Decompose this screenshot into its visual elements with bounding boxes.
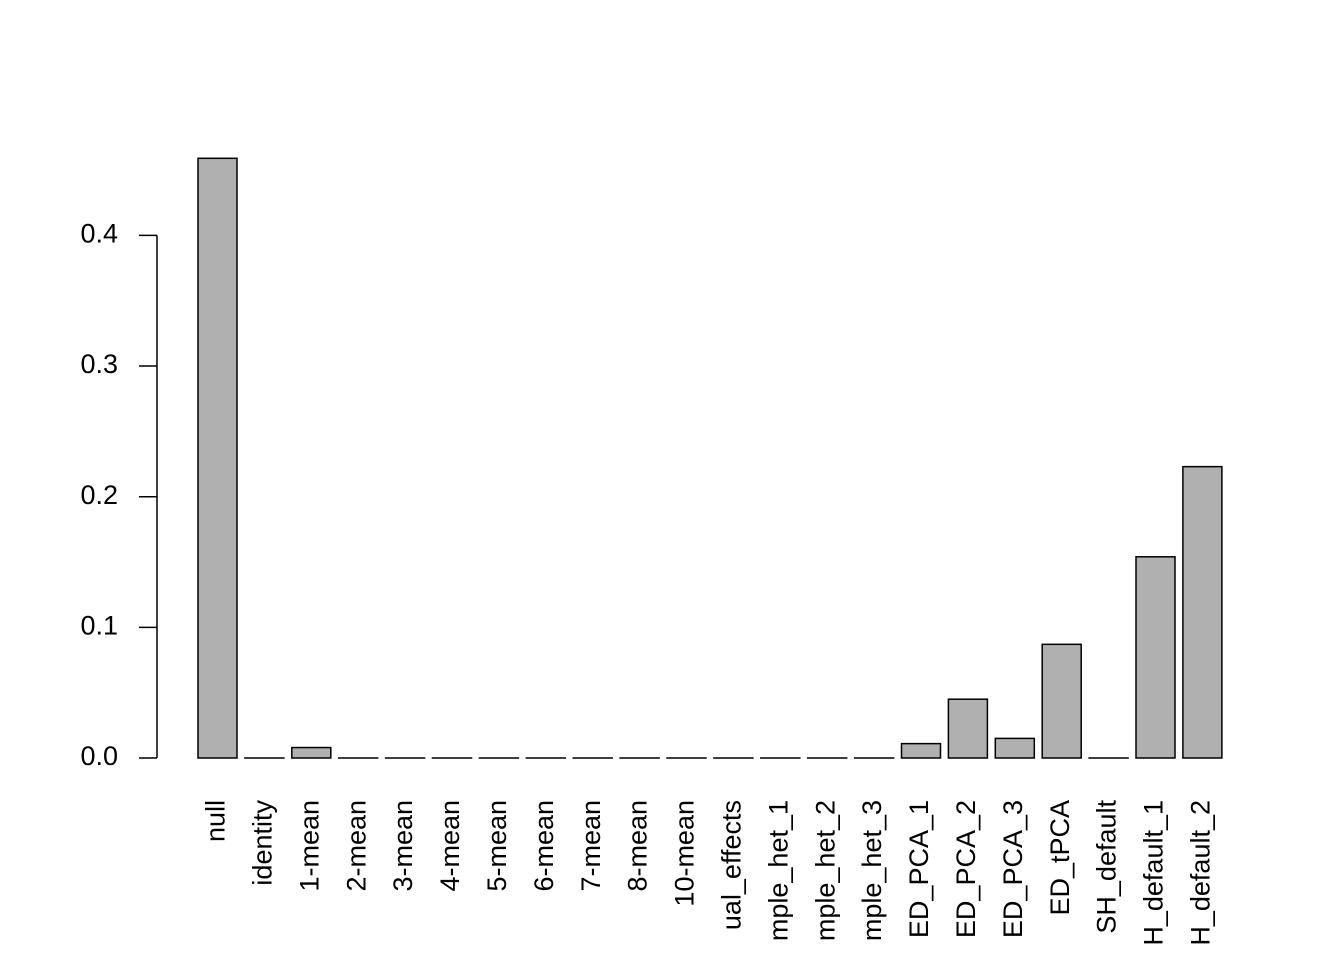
- bar: [994, 737, 1036, 759]
- x-tick-label: 3-mean: [388, 800, 418, 892]
- bar: [291, 746, 332, 759]
- x-tick-label: ED_PCA_3: [998, 800, 1028, 938]
- x-tick-label: null: [201, 800, 231, 842]
- x-tick-label: ual_effects: [717, 800, 747, 930]
- y-tick-label: 0.0: [80, 741, 118, 771]
- x-tick-label: 7-mean: [576, 800, 606, 892]
- x-tick-label: ED_tPCA: [1045, 800, 1075, 916]
- bar: [1182, 465, 1223, 759]
- y-tick-label: 0.1: [80, 610, 118, 640]
- bar: [197, 157, 238, 759]
- x-tick-label: H_default_1: [1139, 800, 1169, 946]
- x-tick-label: H_default_2: [1186, 800, 1216, 946]
- x-tick-label: mple_het_2: [810, 800, 840, 941]
- x-tick-label: ED_PCA_2: [951, 800, 981, 938]
- bar: [1041, 643, 1082, 759]
- x-tick-label: 8-mean: [623, 800, 653, 892]
- x-tick-label: identity: [248, 800, 278, 886]
- x-tick-label: ED_PCA_1: [904, 800, 934, 938]
- x-tick-label: mple_het_3: [857, 800, 887, 941]
- y-tick-label: 0.4: [80, 219, 118, 249]
- x-tick-label: mple_het_1: [763, 800, 793, 941]
- x-tick-label: 1-mean: [294, 800, 324, 892]
- x-tick-label: SH_default: [1092, 800, 1122, 934]
- x-tick-label: 2-mean: [341, 800, 371, 892]
- y-tick-label: 0.2: [80, 480, 118, 510]
- x-tick-label: 4-mean: [435, 800, 465, 892]
- bar: [1135, 556, 1176, 759]
- bar: [947, 698, 989, 759]
- x-tick-label: 6-mean: [529, 800, 559, 892]
- bar: [900, 742, 942, 759]
- x-tick-label: 10-mean: [670, 800, 700, 907]
- y-tick-label: 0.3: [80, 349, 118, 379]
- x-tick-label: 5-mean: [482, 800, 512, 892]
